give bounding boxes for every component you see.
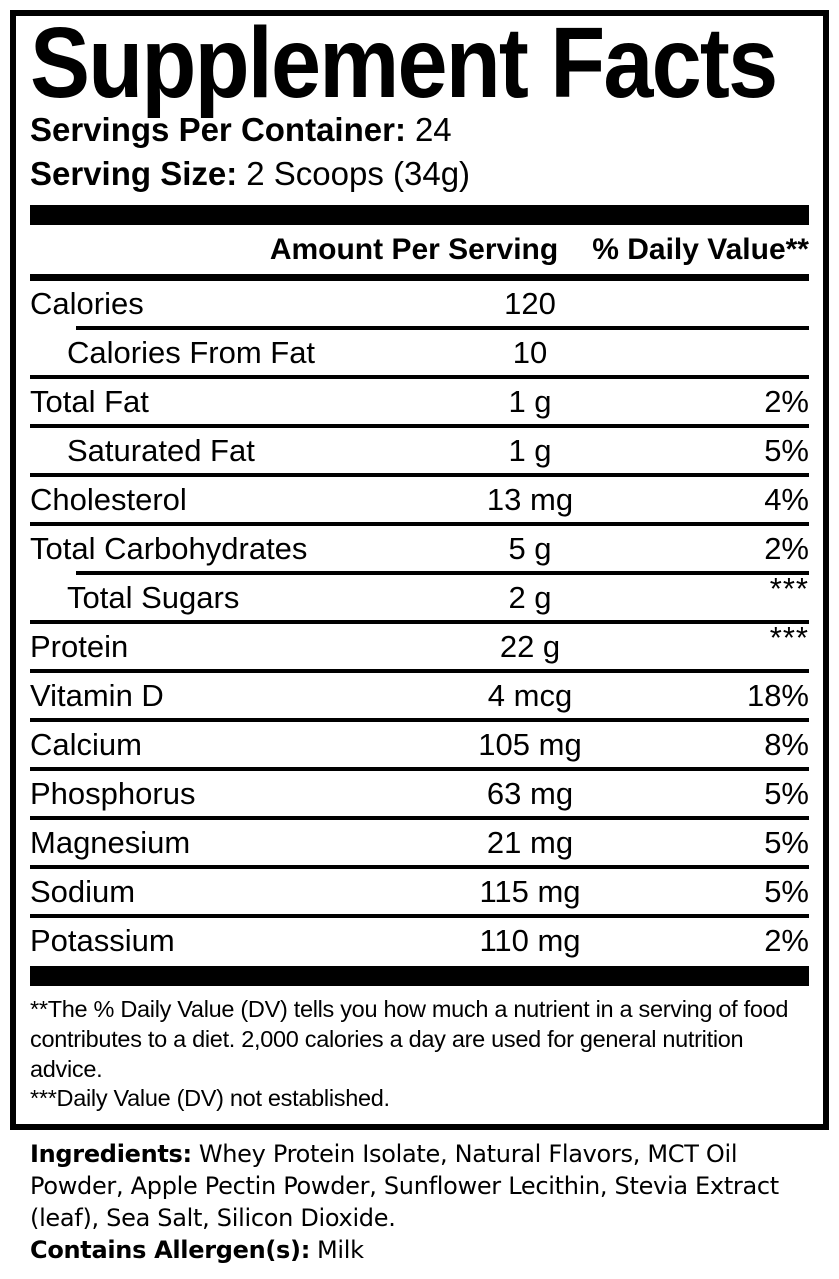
nutrient-row: Total Carbohydrates 5 g 2% bbox=[30, 526, 809, 571]
nutrient-dv: 5% bbox=[764, 775, 809, 811]
nutrient-row: Magnesium 21 mg 5% bbox=[30, 820, 809, 865]
row-separator bbox=[30, 473, 809, 478]
nutrient-name: Total Fat bbox=[30, 383, 149, 419]
nutrient-amount: 4 mcg bbox=[487, 677, 573, 713]
nutrient-row: Total Fat 1 g 2% bbox=[30, 379, 809, 424]
nutrient-name: Sodium bbox=[30, 873, 136, 909]
nutrient-name: Vitamin D bbox=[30, 677, 164, 713]
nutrient-dv: *** bbox=[769, 570, 809, 606]
row-separator bbox=[30, 669, 809, 674]
ingredients-text: Whey Protein Isolate, Natural Flavors, M… bbox=[30, 1139, 779, 1232]
row-separator bbox=[30, 522, 809, 527]
nutrient-dv: 5% bbox=[764, 824, 809, 860]
nutrient-name: Protein bbox=[30, 628, 129, 664]
row-separator bbox=[76, 571, 809, 576]
row-separator bbox=[30, 767, 809, 772]
nutrient-name: Potassium bbox=[30, 922, 175, 958]
row-separator bbox=[30, 424, 809, 429]
amount-column-header: Amount Per Serving bbox=[269, 232, 559, 266]
nutrient-amount: 63 mg bbox=[486, 775, 574, 811]
nutrient-amount: 5 g bbox=[508, 530, 552, 566]
nutrient-dv: 5% bbox=[764, 873, 809, 909]
nutrient-amount: 115 mg bbox=[479, 873, 581, 909]
nutrient-dv: 8% bbox=[764, 726, 809, 762]
nutrient-row: Calories 120 bbox=[30, 281, 809, 326]
row-separator bbox=[76, 326, 809, 331]
nutrient-amount: 21 mg bbox=[486, 824, 574, 860]
nutrient-name: Calories bbox=[30, 285, 144, 321]
ingredients-line: Ingredients: Whey Protein Isolate, Natura… bbox=[30, 1139, 815, 1235]
thick-divider-top bbox=[30, 205, 809, 226]
row-separator bbox=[30, 375, 809, 380]
nutrient-amount: 120 bbox=[504, 285, 556, 321]
allergen-value: Milk bbox=[317, 1235, 364, 1264]
nutrient-row: Phosphorus 63 mg 5% bbox=[30, 771, 809, 816]
nutrient-amount: 110 mg bbox=[479, 922, 581, 958]
servings-per-container-value: 24 bbox=[414, 111, 452, 148]
nutrient-row: Saturated Fat 1 g 5% bbox=[30, 428, 809, 473]
nutrient-dv: 2% bbox=[764, 530, 809, 566]
allergen-line: Contains Allergen(s): Milk bbox=[30, 1235, 815, 1267]
panel-title-wrap: Supplement Facts bbox=[30, 13, 809, 113]
nutrient-row: Calories From Fat 10 bbox=[30, 330, 809, 375]
nutrient-name: Total Sugars bbox=[67, 579, 240, 615]
nutrient-amount: 22 g bbox=[499, 628, 561, 664]
nutrient-amount: 10 bbox=[512, 334, 548, 370]
nutrient-name: Calories From Fat bbox=[67, 334, 316, 370]
nutrient-name: Cholesterol bbox=[30, 481, 187, 517]
nutrient-name: Phosphorus bbox=[30, 775, 196, 811]
row-separator bbox=[30, 865, 809, 870]
nutrient-dv: 2% bbox=[764, 383, 809, 419]
nutrient-amount: 13 mg bbox=[486, 481, 574, 517]
table-header-row: Amount Per Serving % Daily Value** bbox=[30, 225, 809, 282]
dv-column-header: % Daily Value** bbox=[592, 232, 809, 266]
footnotes-section: **The % Daily Value (DV) tells you how m… bbox=[30, 986, 809, 1123]
nutrient-row: Total Sugars 2 g *** bbox=[30, 571, 809, 620]
nutrient-dv: 4% bbox=[764, 481, 809, 517]
nutrient-name: Calcium bbox=[30, 726, 142, 762]
nutrient-amount: 1 g bbox=[508, 432, 552, 468]
allergen-label: Contains Allergen(s): bbox=[30, 1235, 311, 1264]
nutrient-amount: 105 mg bbox=[478, 726, 582, 762]
serving-size-line: Serving Size: 2 Scoops (34g) bbox=[30, 152, 809, 196]
nutrient-dv: 18% bbox=[746, 677, 809, 713]
nutrient-name: Total Carbohydrates bbox=[30, 530, 308, 566]
ingredients-label: Ingredients: bbox=[30, 1139, 192, 1168]
nutrient-dv: 2% bbox=[764, 922, 809, 958]
nutrient-row: Vitamin D 4 mcg 18% bbox=[30, 673, 809, 718]
row-separator bbox=[30, 914, 809, 919]
footnote-daily-value: **The % Daily Value (DV) tells you how m… bbox=[30, 996, 789, 1082]
nutrient-row: Sodium 115 mg 5% bbox=[30, 869, 809, 914]
servings-per-container-label: Servings Per Container: bbox=[30, 111, 406, 148]
row-separator bbox=[30, 718, 809, 723]
row-separator bbox=[30, 620, 809, 625]
nutrient-name: Magnesium bbox=[30, 824, 191, 860]
supplement-facts-panel: Supplement Facts Servings Per Container:… bbox=[10, 10, 829, 1130]
ingredients-section: Ingredients: Whey Protein Isolate, Natura… bbox=[30, 1139, 815, 1267]
nutrient-row: Cholesterol 13 mg 4% bbox=[30, 477, 809, 522]
nutrient-rows: Calories 120 Calories From Fat 10 Total … bbox=[30, 281, 809, 963]
thick-divider-bottom bbox=[30, 966, 809, 987]
nutrient-dv: *** bbox=[769, 619, 809, 655]
serving-size-value: 2 Scoops (34g) bbox=[246, 155, 471, 193]
panel-title: Supplement Facts bbox=[30, 7, 778, 119]
row-separator bbox=[30, 816, 809, 821]
nutrient-row: Protein 22 g *** bbox=[30, 620, 809, 669]
nutrient-amount: 1 g bbox=[508, 383, 552, 419]
nutrient-row: Potassium 110 mg 2% bbox=[30, 918, 809, 963]
serving-size-label: Serving Size: bbox=[30, 155, 238, 193]
nutrient-amount: 2 g bbox=[508, 579, 552, 615]
nutrient-dv: 5% bbox=[764, 432, 809, 468]
nutrient-name: Saturated Fat bbox=[67, 432, 255, 468]
footnote-not-established: ***Daily Value (DV) not established. bbox=[30, 1085, 390, 1112]
servings-per-container-line: Servings Per Container: 24 bbox=[30, 108, 809, 152]
nutrient-row: Calcium 105 mg 8% bbox=[30, 722, 809, 767]
